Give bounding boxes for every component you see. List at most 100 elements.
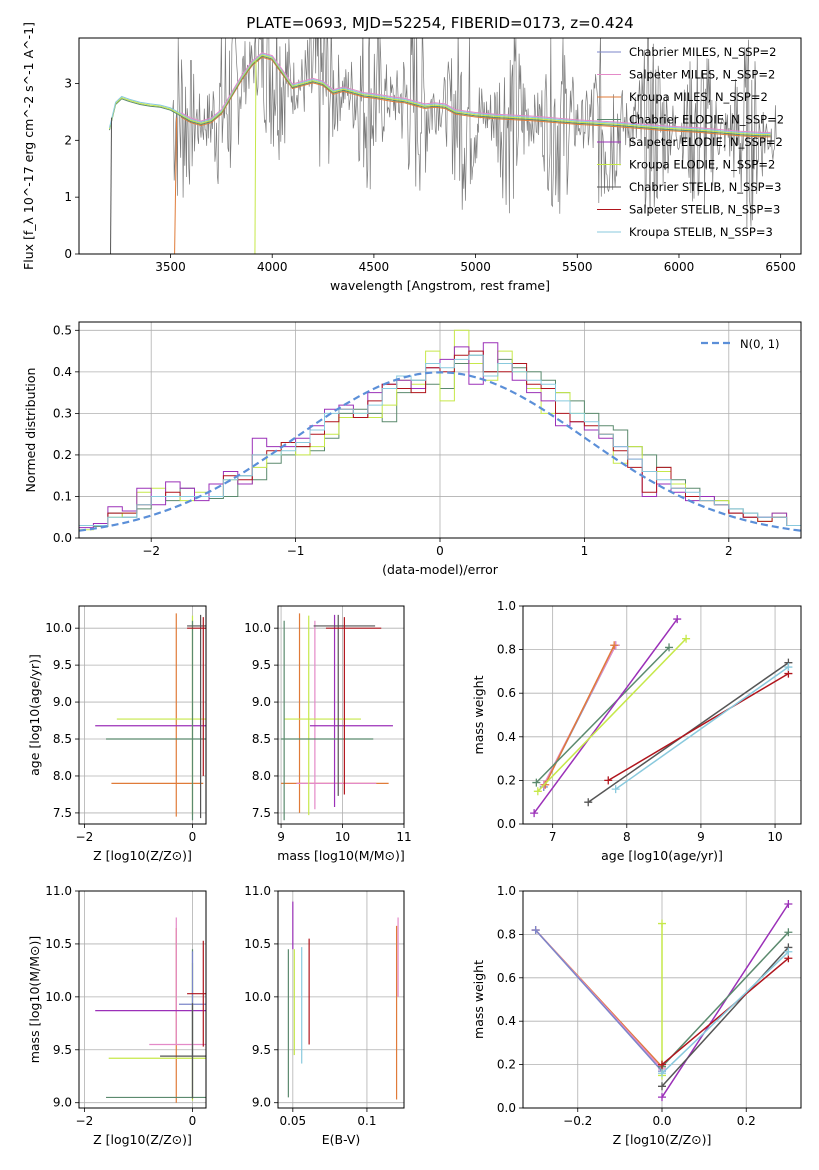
- weight-marker: [611, 785, 620, 794]
- weight-line: [535, 646, 670, 784]
- x-axis-label: wavelength [Angstrom, rest frame]: [330, 278, 550, 293]
- weight-marker: [682, 634, 691, 643]
- weight-line: [607, 672, 789, 782]
- y-tick-label: 8.5: [252, 732, 271, 746]
- axes-frame: [522, 890, 802, 1109]
- weight-marker: [531, 926, 540, 935]
- x-tick-label: 0.1: [357, 1114, 376, 1128]
- y-tick-label: 8.0: [53, 769, 72, 783]
- model-line-kroupa-stelib: [109, 53, 771, 134]
- x-tick-label: −2: [76, 1114, 94, 1128]
- spectrum-plot-area: [109, 38, 777, 254]
- y-tick-label: 9.5: [252, 1043, 271, 1057]
- mass-vs-metallicity-panel: −2 0 9.0 9.5 10.0 10.5 11.0 Z [log10(Z/Z⊙)] mass…: [27, 884, 207, 1147]
- y-tick-label: 0.6: [497, 686, 516, 700]
- y-tick-label: 9.5: [53, 658, 72, 672]
- weight-marker: [541, 780, 550, 789]
- y-tick-label: 9.0: [252, 1096, 271, 1110]
- y-tick-label: 10.0: [244, 990, 271, 1004]
- gaussian-curve: [79, 371, 801, 532]
- x-tick-label: 9: [697, 830, 705, 844]
- weight-marker: [784, 928, 793, 937]
- model-line-kroupa-miles: [180, 56, 771, 138]
- y-tick-label: 0.8: [497, 927, 516, 941]
- weight-vs-metallicity-panel: −0.2 0.0 0.2 0.0 0.2 0.4 0.6 0.8 1.0 Z [log10(Z/Z…: [471, 884, 802, 1147]
- axes-frame: [78, 605, 207, 825]
- weight-marker: [784, 663, 793, 672]
- legend-entry: Salpeter STELIB, N_SSP=3: [629, 203, 780, 217]
- figure-title: PLATE=0693, MJD=52254, FIBERID=0173, z=0…: [246, 14, 633, 32]
- observed-spectrum-line: [172, 38, 777, 228]
- weight-line: [615, 666, 789, 790]
- weight-marker: [784, 900, 793, 909]
- weight-marker: [658, 919, 666, 928]
- weight-marker: [665, 643, 674, 652]
- age-vs-mass-plot-area: [281, 613, 393, 821]
- model-line-chabrier-elodie: [109, 55, 771, 137]
- y-tick-label: 0.3: [53, 406, 72, 420]
- weight-marker: [532, 778, 541, 787]
- y-tick-label: 9.5: [53, 1043, 72, 1057]
- weight-marker: [658, 1082, 666, 1091]
- y-tick-label: 7.5: [252, 806, 271, 820]
- mass-vs-Z-plot-area: [95, 917, 206, 1103]
- legend-entry: N(0, 1): [740, 337, 780, 351]
- y-tick-label: 10.0: [45, 990, 72, 1004]
- legend-entry: Salpeter ELODIE, N_SSP=2: [629, 135, 783, 149]
- x-tick-label: 3500: [155, 260, 186, 274]
- weight-marker: [530, 809, 539, 818]
- y-tick-label: 7.5: [53, 806, 72, 820]
- age-vs-metallicity-panel: −2 0 7.5 8.0 8.5 9.0 9.5 10.0 Z [log10(Z/Z⊙)] age…: [27, 605, 207, 863]
- residuals-plot-area: [79, 329, 801, 532]
- x-tick-label: 0.0: [652, 1114, 671, 1128]
- x-tick-label: 10: [335, 830, 350, 844]
- axes-frame: [78, 321, 802, 539]
- age-vs-mass-panel: 9 10 11 7.5 8.0 8.5 9.0 9.5 10.0 mass [log10(M/M⊙…: [244, 605, 412, 863]
- legend-entry: Salpeter MILES, N_SSP=2: [629, 68, 775, 82]
- histogram-kroupa-stelib: [79, 354, 801, 526]
- y-tick-label: 0.2: [497, 773, 516, 787]
- x-tick-label: −0.2: [563, 1114, 592, 1128]
- weight-marker: [658, 1060, 666, 1069]
- y-tick-label: 1: [64, 190, 72, 204]
- weight-line: [661, 951, 789, 1074]
- weight-marker: [658, 1093, 666, 1102]
- x-tick-label: 11: [396, 830, 411, 844]
- y-tick-label: 0.4: [53, 365, 72, 379]
- weight-vs-Z-plot-area: [531, 900, 793, 1102]
- x-axis-label: age [log10(age/yr)]: [601, 848, 723, 863]
- weight-line: [533, 618, 678, 814]
- mass-vs-extinction-panel: 0.05 0.1 9.0 9.5 10.0 10.5 11.0 E(B-V): [244, 884, 405, 1147]
- y-tick-label: 9.0: [53, 1096, 72, 1110]
- weight-marker: [533, 787, 542, 796]
- y-tick-label: 8.5: [53, 732, 72, 746]
- model-line-kroupa-elodie: [109, 54, 771, 136]
- y-tick-label: 9.5: [252, 658, 271, 672]
- y-axis-label: Normed distribution: [23, 368, 38, 493]
- x-tick-label: −2: [142, 544, 160, 558]
- weight-marker: [673, 615, 682, 624]
- weight-line: [661, 931, 789, 1068]
- weight-marker: [784, 947, 793, 956]
- residuals-panel: −2 −1 0 1 2 0.0 0.1 0.2 0.3 0.4 0.5 (data-model)/er…: [23, 321, 802, 577]
- y-tick-label: 0.2: [53, 448, 72, 462]
- x-axis-label: Z [log10(Z/Z⊙)]: [93, 848, 192, 863]
- x-tick-label: −2: [76, 830, 94, 844]
- legend-entry: Chabrier STELIB, N_SSP=3: [629, 180, 781, 194]
- y-axis-label: mass weight: [471, 675, 486, 754]
- x-tick-label: 7: [549, 830, 557, 844]
- y-tick-label: 0.0: [53, 531, 72, 545]
- y-tick-label: 0.4: [497, 730, 516, 744]
- y-tick-label: 0: [64, 247, 72, 261]
- legend-entry: Kroupa STELIB, N_SSP=3: [629, 225, 773, 239]
- y-axis-label: Flux [f_λ 10^-17 erg cm^-2 s^-1 A^-1]: [21, 22, 36, 270]
- x-axis-label: (data-model)/error: [382, 562, 499, 577]
- x-tick-label: 6500: [765, 260, 796, 274]
- y-tick-label: 0.0: [497, 1101, 516, 1115]
- mass-vs-ebv-plot-area: [287, 901, 399, 1100]
- x-tick-label: −1: [287, 544, 305, 558]
- age-vs-Z-plot-area: [95, 613, 206, 821]
- y-tick-label: 2: [64, 133, 72, 147]
- weight-marker: [584, 798, 593, 807]
- miles-edge-line: [174, 117, 178, 254]
